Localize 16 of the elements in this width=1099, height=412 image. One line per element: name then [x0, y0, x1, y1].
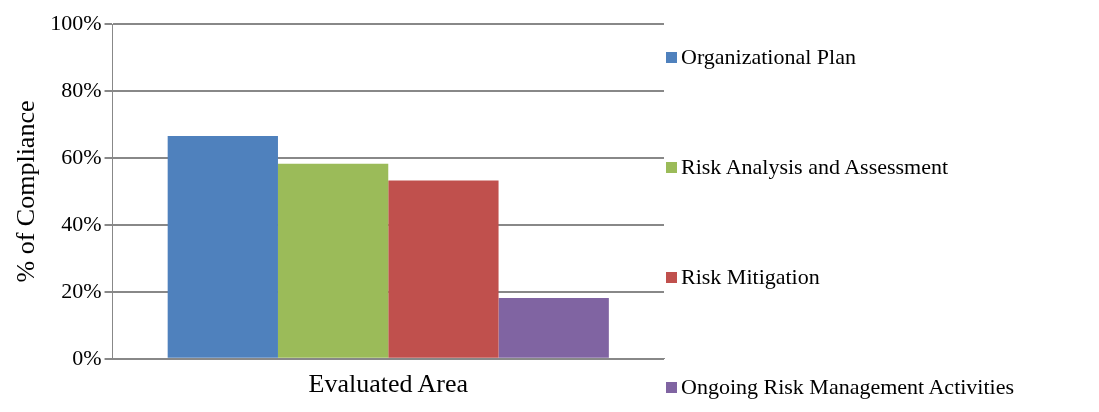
legend-label: Ongoing Risk Management Activities [681, 374, 1015, 400]
y-tick-label: 0% [72, 344, 102, 370]
bar [498, 297, 609, 358]
bar [388, 180, 499, 358]
y-tick-label: 60% [61, 143, 102, 169]
bar [167, 135, 278, 358]
bar [277, 163, 389, 358]
y-tick-label: 100% [50, 9, 102, 35]
x-tick-label: Evaluated Area [308, 369, 469, 399]
legend-label: Organizational Plan [681, 44, 856, 70]
y-tick-label: 20% [61, 277, 102, 303]
y-axis-title: % of Compliance [11, 100, 41, 283]
y-tick-label: 80% [61, 76, 102, 102]
legend-label: Risk Mitigation [681, 264, 820, 290]
y-tick-label: 40% [61, 210, 102, 236]
legend-label: Risk Analysis and Assessment [681, 154, 949, 180]
